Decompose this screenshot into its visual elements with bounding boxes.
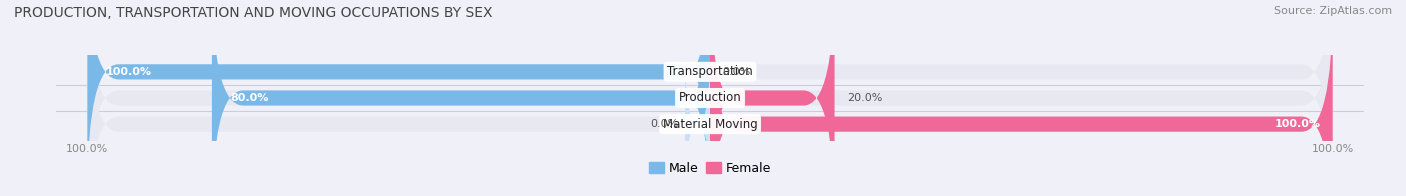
Text: 20.0%: 20.0% xyxy=(846,93,883,103)
Text: 0.0%: 0.0% xyxy=(723,67,751,77)
FancyBboxPatch shape xyxy=(87,0,1333,196)
Text: 100.0%: 100.0% xyxy=(105,67,152,77)
FancyBboxPatch shape xyxy=(710,1,1333,196)
FancyBboxPatch shape xyxy=(710,0,835,196)
Text: Source: ZipAtlas.com: Source: ZipAtlas.com xyxy=(1274,6,1392,16)
Text: 0.0%: 0.0% xyxy=(651,119,679,129)
FancyBboxPatch shape xyxy=(685,53,710,195)
FancyBboxPatch shape xyxy=(212,0,710,196)
FancyBboxPatch shape xyxy=(87,1,1333,196)
Text: Production: Production xyxy=(679,92,741,104)
Text: Material Moving: Material Moving xyxy=(662,118,758,131)
Legend: Male, Female: Male, Female xyxy=(644,157,776,180)
FancyBboxPatch shape xyxy=(87,0,1333,195)
FancyBboxPatch shape xyxy=(87,0,710,195)
Text: 100.0%: 100.0% xyxy=(1274,119,1320,129)
Text: PRODUCTION, TRANSPORTATION AND MOVING OCCUPATIONS BY SEX: PRODUCTION, TRANSPORTATION AND MOVING OC… xyxy=(14,6,492,20)
Text: 80.0%: 80.0% xyxy=(231,93,269,103)
Text: Transportation: Transportation xyxy=(668,65,752,78)
